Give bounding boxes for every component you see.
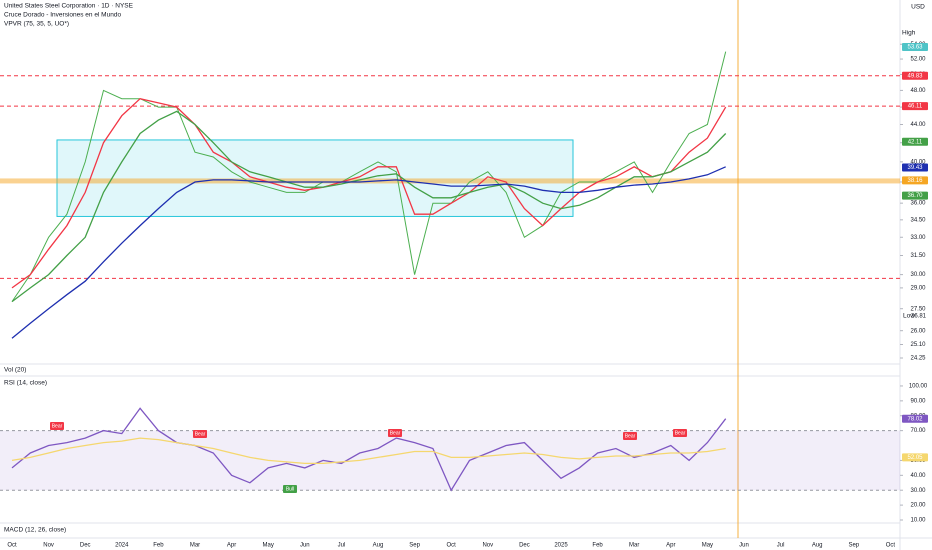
y-tick-label: 31.50 [910, 253, 926, 259]
signal-box [50, 422, 64, 430]
x-tick-label: Sep [409, 543, 420, 549]
y-tick-label: 20.00 [910, 503, 926, 509]
x-tick-label: Mar [190, 543, 200, 549]
price-tag [902, 163, 928, 172]
signal-label: Bear [52, 423, 63, 429]
x-tick-label: Dec [80, 543, 91, 549]
x-tick-label: Nov [43, 543, 54, 549]
y-tick-label: 33.00 [910, 235, 926, 241]
y-tick-label: 34.50 [910, 217, 926, 223]
x-tick-label: Dec [519, 543, 530, 549]
high-label: High [902, 30, 916, 37]
band [0, 178, 900, 184]
indicator: Cruce Dorado - Inversiones en el Mundo [4, 12, 121, 19]
signal-box [283, 485, 297, 493]
price-tag [902, 137, 928, 146]
series-line [11, 407, 727, 492]
low-value: 26.81 [911, 314, 927, 320]
price-tag [902, 176, 928, 185]
x-tick-label: Jun [300, 543, 310, 549]
y-tick-label: 44.00 [910, 122, 926, 128]
signal-box [623, 432, 637, 440]
x-tick-label: Sep [848, 543, 859, 549]
price-tag [902, 42, 928, 51]
x-tick-label: Apr [227, 543, 236, 549]
x-tick-label: Feb [153, 543, 164, 549]
signal-label: Bear [625, 433, 636, 439]
signal-box [388, 429, 402, 437]
y-tick-label: 10.00 [910, 518, 926, 524]
price-tag-label: 52.05 [907, 455, 923, 461]
y-tick-label: 70.00 [910, 428, 926, 434]
y-tick-label: 24.25 [910, 356, 926, 362]
price-tag [902, 102, 928, 111]
price-tag-label: 78.02 [907, 416, 923, 422]
x-tick-label: Oct [447, 543, 457, 549]
vol-label: Vol (20) [4, 367, 26, 374]
y-tick-label: 29.00 [910, 285, 926, 291]
indicator: VPVR (75, 35, 5, UO*) [4, 21, 69, 28]
low-label: Low [903, 313, 915, 320]
price-tag-label: 49.83 [907, 73, 923, 79]
signal-label: Bear [675, 430, 686, 436]
price-tag-label: 46.11 [908, 104, 923, 110]
signal-box [673, 429, 687, 437]
x-tick-label: Aug [373, 543, 384, 549]
price-tag-label: 38.16 [907, 178, 923, 184]
x-tick-label: Jun [739, 543, 749, 549]
y-tick-label: 40.00 [910, 159, 926, 165]
price-tag [902, 453, 928, 462]
x-tick-label: Feb [592, 543, 603, 549]
y-tick-label: 26.00 [910, 328, 926, 334]
series-line [11, 166, 726, 339]
series-line [11, 110, 727, 303]
zone [56, 139, 574, 217]
x-tick-label: Nov [482, 543, 493, 549]
x-tick-label: Jul [777, 543, 785, 549]
series-line [11, 51, 727, 302]
signal-box [193, 430, 207, 438]
x-tick-label: Oct [7, 543, 17, 549]
series-line [11, 437, 726, 465]
x-tick-label: May [263, 543, 274, 549]
price-tag [902, 71, 928, 80]
x-tick-label: Aug [812, 543, 823, 549]
y-tick-label: 36.00 [910, 201, 926, 207]
price-tag-label: 39.43 [907, 165, 923, 171]
x-tick-label: 2024 [115, 543, 129, 549]
y-tick-label: 27.50 [910, 306, 926, 312]
y-tick-label: 25.10 [910, 342, 926, 348]
y-tick-label: 30.00 [910, 272, 926, 278]
x-tick-label: Mar [629, 543, 639, 549]
y-tick-label: 30.00 [910, 488, 926, 494]
price-tag-label: 53.63 [907, 45, 923, 51]
signal-label: Bull [286, 486, 294, 492]
y-tick-label: 40.00 [910, 473, 926, 479]
y-tick-label: 48.00 [910, 88, 926, 94]
title: United States Steel Corporation · 1D · N… [4, 3, 134, 10]
macd-label: MACD (12, 26, close) [4, 527, 66, 534]
price-tag-label: 36.70 [907, 193, 923, 199]
y-tick-label: 52.00 [910, 57, 926, 63]
signal-label: Bear [195, 431, 206, 437]
series-line [11, 97, 727, 289]
x-tick-label: Jul [338, 543, 346, 549]
y-tick-label: 90.00 [910, 398, 926, 404]
rsi-label: RSI (14, close) [4, 380, 47, 387]
x-tick-label: May [702, 543, 713, 549]
rsi-bg [0, 430, 900, 491]
currency: USD [911, 4, 925, 11]
x-tick-label: Apr [666, 543, 675, 549]
x-tick-label: 2025 [554, 543, 568, 549]
price-tag-label: 42.11 [908, 139, 923, 145]
price-tag [902, 191, 928, 200]
price-tag [902, 414, 928, 423]
y-tick-label: 100.00 [909, 384, 928, 390]
signal-label: Bear [390, 430, 401, 436]
x-tick-label: Oct [886, 543, 896, 549]
